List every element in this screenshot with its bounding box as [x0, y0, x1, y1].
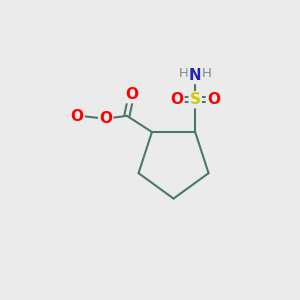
Text: N: N — [189, 68, 202, 83]
Text: O: O — [70, 109, 84, 124]
Text: O: O — [125, 87, 138, 102]
Text: O: O — [207, 92, 220, 107]
Text: H: H — [201, 68, 211, 80]
Text: H: H — [179, 68, 189, 80]
Text: S: S — [190, 92, 201, 107]
Text: O: O — [99, 111, 112, 126]
Text: O: O — [170, 92, 183, 107]
